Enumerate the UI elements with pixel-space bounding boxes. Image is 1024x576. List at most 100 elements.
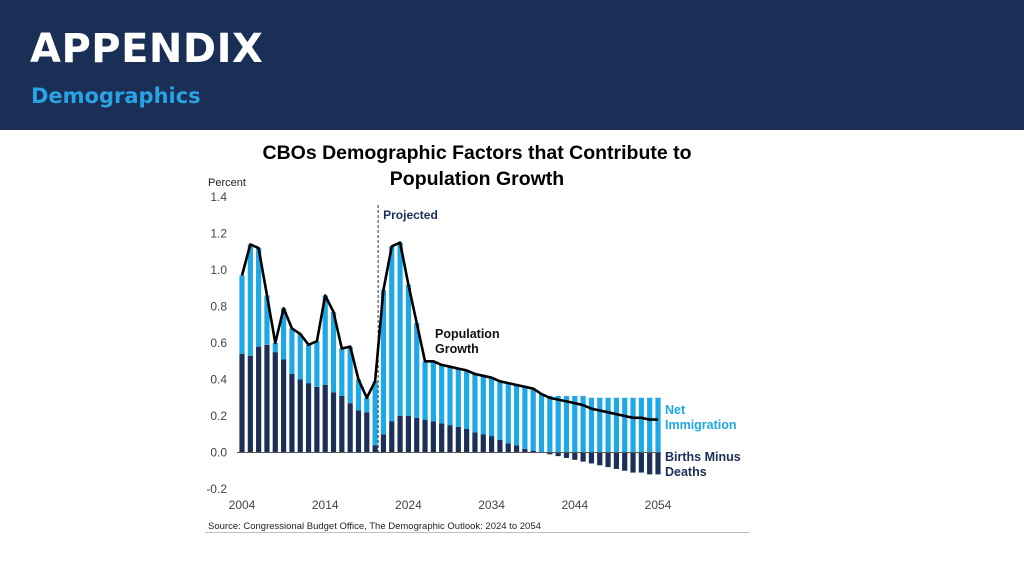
births-minus-deaths-bar <box>513 445 520 453</box>
net-immigration-bar <box>547 395 553 453</box>
net-immigration-bar <box>289 328 295 375</box>
births-minus-deaths-bar <box>364 412 370 453</box>
births-minus-deaths-bar <box>547 452 553 455</box>
births-minus-deaths-bar <box>597 452 603 466</box>
net-immigration-bar <box>497 381 503 440</box>
births-minus-deaths-bar <box>655 452 661 475</box>
births-minus-deaths-bar <box>256 346 262 453</box>
births-minus-deaths-bar <box>555 452 561 457</box>
chart-container: CBOs Demographic Factors that Contribute… <box>195 135 760 540</box>
net-immigration-bar <box>464 370 470 429</box>
net-immigration-bar <box>355 379 362 411</box>
net-immigration-bar <box>372 381 378 446</box>
net-immigration-bar <box>505 383 511 444</box>
births-minus-deaths-bar <box>522 448 528 453</box>
births-minus-deaths-bar <box>638 452 644 473</box>
births-minus-deaths-bar <box>322 384 328 453</box>
births-minus-deaths-bar <box>613 452 619 469</box>
births-minus-deaths-bar <box>339 395 345 453</box>
net-immigration-bar <box>347 346 353 404</box>
population-growth-line <box>240 241 658 421</box>
births-minus-deaths-bar <box>397 416 403 453</box>
births-minus-deaths-bar <box>347 403 353 453</box>
births-minus-deaths-label: Deaths <box>665 465 707 479</box>
projected-label: Projected <box>383 208 438 222</box>
x-tick-label: 2014 <box>312 498 339 512</box>
y-tick-label: 0.6 <box>210 336 227 350</box>
net-immigration-bar <box>264 295 270 345</box>
births-minus-deaths-bar <box>264 344 270 453</box>
births-minus-deaths-bar <box>247 355 253 453</box>
net-immigration-bar <box>522 386 528 449</box>
x-tick-label: 2044 <box>561 498 588 512</box>
births-minus-deaths-bar <box>505 443 511 453</box>
births-minus-deaths-bar <box>530 450 536 453</box>
net-immigration-bar <box>447 366 453 426</box>
population-growth-label: Population <box>435 327 500 341</box>
net-immigration-bar <box>513 384 520 446</box>
births-minus-deaths-bar <box>405 416 411 453</box>
net-immigration-bar <box>422 361 428 420</box>
chart-title-line: Population Growth <box>390 168 564 190</box>
x-tick-label: 2004 <box>229 498 256 512</box>
source-note: Source: Congressional Budget Office, The… <box>208 521 541 532</box>
population-growth-label: Growth <box>435 342 479 356</box>
y-tick-label: 0.4 <box>210 373 227 387</box>
births-minus-deaths-bar <box>380 434 387 453</box>
net-immigration-bar <box>239 275 245 354</box>
births-minus-deaths-bar <box>281 359 287 453</box>
births-minus-deaths-bar <box>372 445 378 453</box>
net-immigration-bar <box>622 397 628 453</box>
births-minus-deaths-bar <box>455 426 461 453</box>
births-minus-deaths-bar <box>422 419 428 453</box>
net-immigration-bar <box>247 244 253 356</box>
x-tick-label: 2054 <box>645 498 672 512</box>
net-immigration-bar <box>314 341 320 387</box>
net-immigration-bar <box>472 374 478 433</box>
net-immigration-bar <box>281 308 287 360</box>
net-immigration-bar <box>439 364 445 424</box>
net-immigration-bar <box>455 368 461 427</box>
net-immigration-label: Net <box>665 403 686 417</box>
net-immigration-bar <box>405 284 411 416</box>
net-immigration-bar <box>489 377 495 437</box>
births-minus-deaths-bar <box>389 421 395 453</box>
net-immigration-bar <box>256 248 262 347</box>
net-immigration-bar <box>297 333 303 380</box>
slide-subtitle: Demographics <box>31 84 201 108</box>
net-immigration-bar <box>339 348 345 396</box>
births-minus-deaths-bar <box>297 379 303 453</box>
net-immigration-bar <box>414 322 420 418</box>
births-minus-deaths-bar <box>497 439 503 453</box>
net-immigration-bar <box>380 290 387 435</box>
net-immigration-bar <box>538 394 545 453</box>
births-minus-deaths-bar <box>588 452 595 464</box>
births-minus-deaths-bar <box>447 425 453 453</box>
net-immigration-bar <box>364 397 370 413</box>
net-immigration-bar <box>638 397 644 453</box>
births-minus-deaths-bar <box>314 386 320 453</box>
y-tick-label: 0.0 <box>210 446 227 460</box>
births-minus-deaths-bar <box>272 352 278 453</box>
births-minus-deaths-bar <box>563 452 570 458</box>
net-immigration-bar <box>430 361 436 422</box>
net-immigration-bar <box>272 343 278 353</box>
births-minus-deaths-bar <box>439 423 445 453</box>
chart-title-line: CBOs Demographic Factors that Contribute… <box>262 142 691 164</box>
net-immigration-bar <box>613 397 619 453</box>
source-divider <box>205 532 750 533</box>
births-minus-deaths-label: Births Minus <box>665 450 741 464</box>
net-immigration-bar <box>330 311 337 393</box>
births-minus-deaths-bar <box>480 434 486 453</box>
births-minus-deaths-bar <box>472 432 478 453</box>
births-minus-deaths-bar <box>355 410 362 453</box>
slide-header: APPENDIX Demographics <box>0 0 1024 130</box>
y-tick-label: -0.2 <box>206 482 227 496</box>
y-tick-label: 1.2 <box>210 227 227 241</box>
births-minus-deaths-bar <box>239 353 245 453</box>
births-minus-deaths-bar <box>605 452 611 468</box>
net-immigration-bar <box>647 397 653 453</box>
net-immigration-bar <box>563 395 570 453</box>
y-tick-label: 1.4 <box>210 190 227 204</box>
births-minus-deaths-bar <box>464 428 470 453</box>
